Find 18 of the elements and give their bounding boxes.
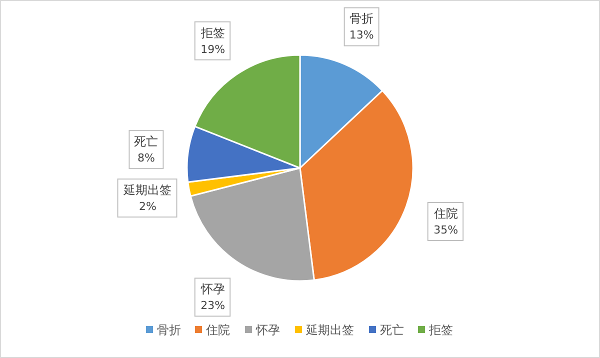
data-label: 13% [349, 28, 374, 42]
data-label: 35% [434, 224, 458, 237]
slice-label: 拒签 [200, 26, 225, 40]
slice-label: 延期出签 [122, 183, 172, 198]
legend-label: 延期出签 [305, 323, 354, 337]
slice-label: 骨折 [350, 12, 374, 26]
data-label: 8% [137, 152, 155, 165]
legend-label: 拒签 [428, 323, 453, 337]
legend-label: 怀孕 [255, 323, 280, 337]
slice-label: 死亡 [134, 134, 158, 149]
legend-label: 住院 [205, 323, 230, 337]
data-label: 23% [200, 299, 226, 312]
slice-label: 住院 [432, 206, 458, 221]
legend-label: 骨折 [157, 323, 181, 337]
data-label: 19% [200, 42, 226, 56]
slice-label: 怀孕 [200, 282, 225, 296]
legend-label: 死亡 [380, 323, 404, 337]
data-label: 2% [139, 200, 156, 214]
